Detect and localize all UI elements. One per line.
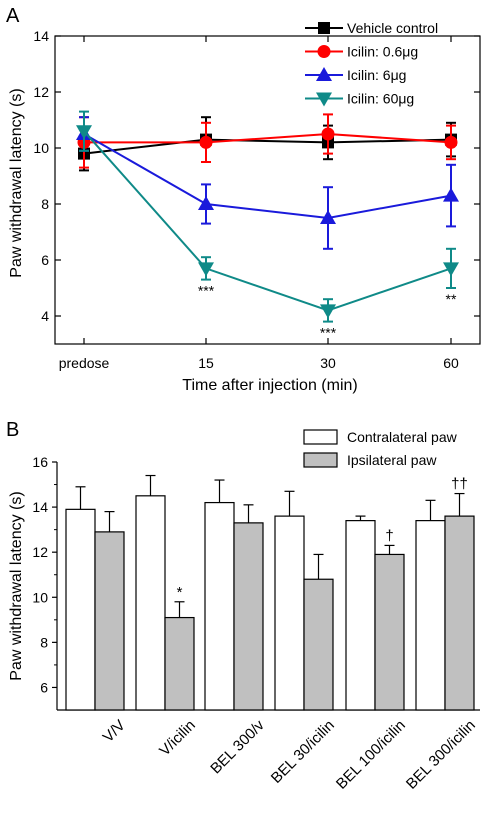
x-tick-label: BEL 300/v <box>207 716 268 777</box>
series-2 <box>76 116 459 250</box>
panel-a-annotations: ******** <box>198 283 457 341</box>
series-line <box>84 132 452 144</box>
legend-label: Contralateral paw <box>347 429 458 445</box>
x-tick-label: V/V <box>100 717 129 746</box>
legend-item: Contralateral paw <box>303 429 458 445</box>
bar <box>444 515 475 711</box>
panel-b-annotations: *††† <box>177 476 468 601</box>
bar <box>94 531 125 711</box>
panel-a-label: A <box>6 5 20 27</box>
bar <box>204 501 235 711</box>
legend-swatch <box>303 429 338 445</box>
legend-marker <box>316 92 332 107</box>
legend-marker <box>316 67 332 81</box>
data-point <box>199 135 213 149</box>
panel-a-plot-frame <box>54 35 481 345</box>
legend-marker <box>317 45 331 58</box>
significance-marker: †† <box>451 476 468 493</box>
data-point <box>76 125 92 140</box>
x-tick-label: 60 <box>443 355 459 371</box>
y-tick-label: 6 <box>41 252 49 268</box>
legend-label: Ipsilateral paw <box>347 452 437 468</box>
panel-a-legend: Vehicle control Icilin: 0.6μg Icilin: 6μg I… <box>305 20 438 107</box>
y-tick-label: 4 <box>41 308 49 324</box>
panel-a-series-group <box>76 110 459 323</box>
legend-item: Icilin: 0.6μg <box>305 44 418 60</box>
panel-b-y-axis-title: Paw withdrawal latency (s) <box>8 491 25 680</box>
panel-b-legend: Contralateral paw Ipsilateral paw <box>303 429 458 468</box>
bar <box>415 520 446 711</box>
significance-marker: *** <box>198 283 215 299</box>
legend-swatch <box>303 452 338 468</box>
bar <box>345 520 376 711</box>
legend-label: Icilin: 6μg <box>347 67 406 83</box>
series-line <box>83 130 452 312</box>
data-point <box>443 187 459 202</box>
y-tick-label: 16 <box>32 454 48 470</box>
data-point <box>198 196 214 210</box>
series-line <box>83 133 452 220</box>
x-tick-label: 30 <box>320 355 336 371</box>
y-tick-label: 12 <box>33 84 49 100</box>
data-point <box>444 135 458 149</box>
panel-a-x-axis-title: Time after injection (min) <box>182 377 357 394</box>
bar <box>65 508 96 711</box>
bar <box>274 515 305 711</box>
panel-a-y-axis-title: Paw withdrawal latency (s) <box>8 88 25 277</box>
panel-b-y-axis: 6 8 10 12 14 16 <box>32 454 57 695</box>
y-tick-label: 8 <box>40 634 48 650</box>
series-3 <box>76 110 459 323</box>
legend-item: Ipsilateral paw <box>303 452 437 468</box>
bar <box>374 553 405 711</box>
significance-marker: ** <box>446 291 457 307</box>
legend-label: Icilin: 0.6μg <box>347 44 418 60</box>
legend-item: Vehicle control <box>305 20 438 36</box>
bar <box>303 578 334 711</box>
x-tick-label: predose <box>59 355 110 371</box>
legend-label: Vehicle control <box>347 20 438 36</box>
y-tick-label: 14 <box>32 499 48 515</box>
panel-a: A 4 6 8 10 12 14 predose 15 30 60 Time after inj… <box>6 5 481 394</box>
data-point <box>198 262 214 277</box>
x-tick-label: BEL 100/icilin <box>333 717 409 793</box>
y-tick-label: 10 <box>33 140 49 156</box>
data-point <box>320 210 336 224</box>
panel-a-x-axis: predose 15 30 60 <box>59 36 459 371</box>
bar <box>164 616 195 711</box>
x-tick-label: BEL 300/icilin <box>403 717 479 793</box>
y-tick-label: 14 <box>33 28 49 44</box>
x-tick-label: V/icilin <box>156 717 199 760</box>
significance-marker: *** <box>320 325 337 341</box>
legend-item: Icilin: 60μg <box>305 91 414 107</box>
legend-label: Icilin: 60μg <box>347 91 414 107</box>
data-point <box>443 262 459 277</box>
panel-b-bars-group <box>65 474 475 711</box>
significance-marker: † <box>385 527 393 544</box>
series-line <box>83 138 452 155</box>
data-point <box>320 304 336 319</box>
data-point <box>321 127 335 141</box>
y-tick-label: 10 <box>32 589 48 605</box>
panel-a-y-axis: 4 6 8 10 12 14 <box>33 28 480 324</box>
legend-marker <box>318 22 330 34</box>
y-tick-label: 12 <box>32 544 48 560</box>
x-tick-label: 15 <box>198 355 214 371</box>
y-tick-label: 8 <box>41 196 49 212</box>
bar <box>135 495 166 711</box>
y-tick-label: 6 <box>40 679 48 695</box>
x-tick-label: BEL 30/icilin <box>268 717 338 787</box>
significance-marker: * <box>177 584 183 601</box>
bar <box>233 522 264 711</box>
legend-item: Icilin: 6μg <box>305 67 406 83</box>
panel-b-label: B <box>6 419 19 441</box>
